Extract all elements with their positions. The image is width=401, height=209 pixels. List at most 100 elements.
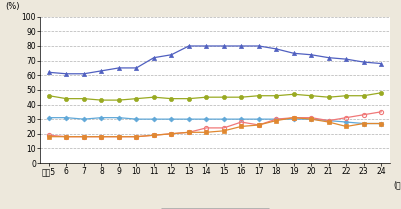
窃盗犯 (221, 118, 226, 120)
知能犯 (256, 124, 261, 126)
風俧犯 (116, 67, 121, 69)
窃盗犯 (273, 118, 278, 120)
窃盗犯 (256, 118, 261, 120)
凶悪犯 (343, 94, 348, 97)
知能犯 (151, 134, 156, 136)
窃盗犯 (168, 118, 173, 120)
粗暴犯 (151, 134, 156, 136)
風俧犯 (203, 45, 208, 47)
知能犯 (221, 130, 226, 132)
知能犯 (47, 135, 51, 138)
粗暴犯 (343, 116, 348, 119)
知能犯 (238, 125, 243, 128)
風俧犯 (151, 56, 156, 59)
凶悪犯 (256, 94, 261, 97)
知能犯 (273, 119, 278, 122)
凶悪犯 (186, 97, 191, 100)
知能犯 (134, 135, 138, 138)
窃盗犯 (47, 116, 51, 119)
窃盗犯 (134, 118, 138, 120)
Line: 風俧犯: 風俧犯 (47, 44, 382, 76)
粗暴犯 (203, 127, 208, 129)
知能犯 (343, 125, 348, 128)
凶悪犯 (273, 94, 278, 97)
窃盗犯 (81, 118, 86, 120)
粗暴犯 (273, 118, 278, 120)
Line: 凶悪犯: 凶悪犯 (47, 91, 382, 102)
凶悪犯 (64, 97, 69, 100)
風俧犯 (64, 73, 69, 75)
凶悪犯 (203, 96, 208, 98)
Legend: 凶悪犯, 粗暴犯, 窃盗犯, 知能犯, 風俧犯: 凶悪犯, 粗暴犯, 窃盗犯, 知能犯, 風俧犯 (160, 208, 269, 209)
知能犯 (168, 133, 173, 135)
風俧犯 (221, 45, 226, 47)
粗暴犯 (134, 135, 138, 138)
凶悪犯 (168, 97, 173, 100)
風俧犯 (343, 58, 348, 60)
窃盗犯 (151, 118, 156, 120)
粗暴犯 (360, 113, 365, 116)
凶悪犯 (221, 96, 226, 98)
凶悪犯 (308, 94, 313, 97)
粗暴犯 (186, 131, 191, 134)
窃盗犯 (308, 118, 313, 120)
窃盗犯 (343, 121, 348, 123)
風俧犯 (256, 45, 261, 47)
知能犯 (378, 122, 383, 125)
風俧犯 (134, 67, 138, 69)
風俧犯 (99, 70, 103, 72)
窃盗犯 (203, 118, 208, 120)
知能犯 (64, 135, 69, 138)
凶悪犯 (99, 99, 103, 101)
Line: 窃盗犯: 窃盗犯 (47, 116, 382, 125)
風俧犯 (378, 62, 383, 65)
風俧犯 (168, 54, 173, 56)
凶悪犯 (291, 93, 296, 96)
窃盗犯 (291, 118, 296, 120)
窃盗犯 (360, 122, 365, 125)
知能犯 (203, 131, 208, 134)
粗暴犯 (116, 135, 121, 138)
粗暴犯 (308, 116, 313, 119)
知能犯 (326, 121, 330, 123)
凶悪犯 (134, 97, 138, 100)
凶悪犯 (378, 92, 383, 94)
風俧犯 (308, 54, 313, 56)
窃盗犯 (378, 122, 383, 125)
知能犯 (81, 135, 86, 138)
窃盗犯 (238, 118, 243, 120)
窃盗犯 (326, 119, 330, 122)
粗暴犯 (168, 133, 173, 135)
風俧犯 (291, 52, 296, 55)
知能犯 (116, 135, 121, 138)
風俧犯 (360, 61, 365, 63)
知能犯 (186, 131, 191, 134)
窃盗犯 (186, 118, 191, 120)
Line: 知能犯: 知能犯 (47, 116, 382, 138)
知能犯 (360, 122, 365, 125)
風俧犯 (47, 71, 51, 74)
Text: (年): (年) (393, 181, 401, 190)
粗暴犯 (256, 124, 261, 126)
凶悪犯 (47, 94, 51, 97)
風俧犯 (186, 45, 191, 47)
粗暴犯 (238, 121, 243, 123)
凶悪犯 (238, 96, 243, 98)
粗暴犯 (64, 135, 69, 138)
風俧犯 (238, 45, 243, 47)
粗暴犯 (81, 135, 86, 138)
風俧犯 (81, 73, 86, 75)
風俧犯 (326, 56, 330, 59)
凶悪犯 (326, 96, 330, 98)
窃盗犯 (116, 116, 121, 119)
Line: 粗暴犯: 粗暴犯 (47, 110, 382, 139)
風俧犯 (273, 48, 278, 50)
粗暴犯 (291, 116, 296, 119)
粗暴犯 (378, 111, 383, 113)
知能犯 (99, 135, 103, 138)
知能犯 (291, 116, 296, 119)
粗暴犯 (47, 134, 51, 136)
Text: (%): (%) (5, 2, 20, 11)
凶悪犯 (81, 97, 86, 100)
粗暴犯 (221, 127, 226, 129)
